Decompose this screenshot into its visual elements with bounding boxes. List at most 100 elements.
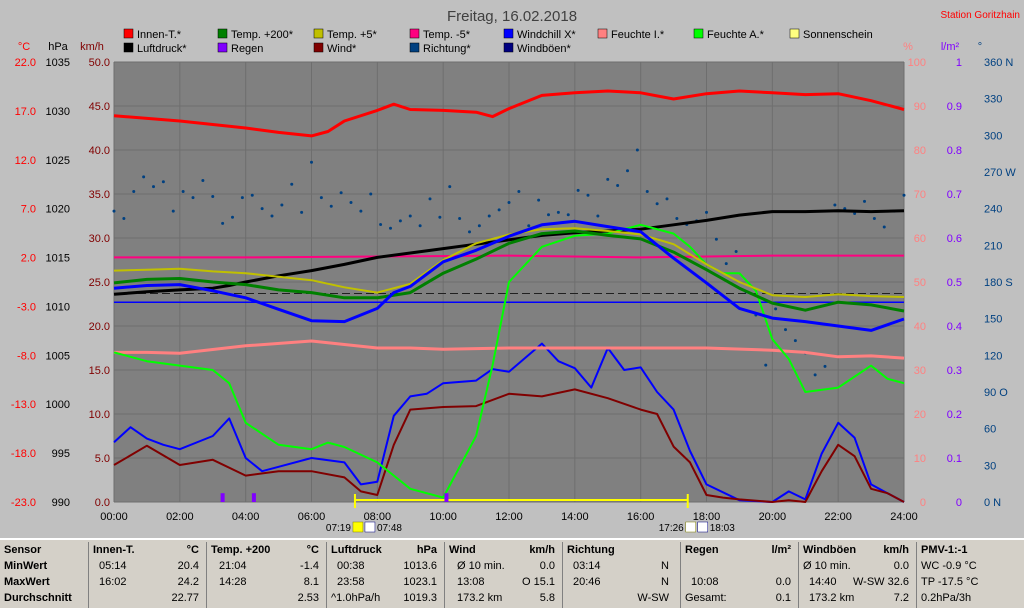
y-tick-label-rain_lm2: 0 (956, 497, 962, 509)
stats-innen-max: 24.2 (177, 576, 199, 588)
series-innen-t (113, 89, 905, 138)
axis-unit-humidity_pct: % (903, 41, 913, 53)
stats-temp200-max: 8.1 (303, 576, 319, 588)
series-richtung (112, 148, 906, 377)
direction-point (774, 307, 778, 311)
direction-point (833, 203, 837, 207)
stats-luft-max: 1023.1 (403, 576, 437, 588)
stats-richtung-min: N (661, 560, 669, 572)
stats-boen-header: Windböen (803, 544, 857, 556)
stats-temp200-header: Temp. +200 (211, 544, 271, 556)
direction-point (349, 201, 353, 205)
direction-point (724, 262, 728, 266)
y-tick-label-pressure_hpa: 1010 (46, 301, 70, 313)
x-tick-label: 16:00 (627, 511, 655, 523)
legend-swatch (217, 28, 228, 39)
y-tick-label-speed_kmh: 35.0 (89, 189, 110, 201)
stats-avg-label: Durchschnitt (4, 592, 72, 604)
direction-point (458, 216, 462, 220)
stats-max-label: MaxWert (4, 576, 50, 588)
stats-regen-max: 0.0 (775, 576, 791, 588)
y-tick-label-temp_c: 22.0 (15, 57, 36, 69)
direction-point (784, 328, 787, 332)
direction-point (329, 204, 333, 208)
legend-label: Windböen* (517, 43, 572, 55)
y-tick-label-direction_deg: 150 (984, 314, 1002, 326)
series-temp-200 (113, 229, 905, 313)
direction-point (211, 194, 215, 198)
y-tick-label-direction_deg: 210 (984, 240, 1002, 252)
y-tick-label-rain_lm2: 0.8 (947, 145, 962, 157)
legend-label: Luftdruck* (137, 43, 187, 55)
stats-col-windboen: Windböen km/h Ø 10 min. 0.0 14:40 W-SW 32.6… (798, 542, 913, 608)
direction-point (764, 363, 768, 367)
stats-richtung-max: N (661, 576, 669, 588)
direction-point (853, 212, 857, 216)
y-tick-label-humidity_pct: 0 (920, 497, 926, 509)
direction-point (221, 221, 225, 225)
y-tick-label-humidity_pct: 90 (914, 101, 926, 113)
direction-point (655, 202, 659, 206)
axis-unit-rain_lm2: l/m² (941, 41, 960, 53)
legend-label: Regen (231, 43, 263, 55)
y-tick-label-speed_kmh: 15.0 (89, 365, 110, 377)
legend-swatch (693, 28, 704, 39)
stats-luft-header: Luftdruck (331, 544, 382, 556)
y-tick-label-temp_c: 7.0 (21, 204, 36, 216)
legend-label: Temp. -5* (423, 29, 471, 41)
legend-swatch (789, 28, 800, 39)
legend-label: Richtung* (423, 43, 471, 55)
direction-point (507, 201, 511, 205)
x-tick-label: 02:00 (166, 511, 194, 523)
direction-point (112, 209, 116, 213)
y-tick-label-humidity_pct: 10 (914, 453, 926, 465)
y-tick-label-temp_c: 2.0 (21, 253, 36, 265)
direction-point (705, 210, 708, 214)
x-tick-label: 14:00 (561, 511, 589, 523)
direction-point (448, 185, 452, 189)
legend-swatch (313, 28, 324, 39)
x-tick-label: 18:00 (693, 511, 721, 523)
stats-regen-max-time: 10:08 (691, 576, 719, 588)
y-tick-label-speed_kmh: 50.0 (89, 57, 110, 69)
y-tick-label-temp_c: -13.0 (11, 399, 36, 411)
direction-point (389, 226, 392, 230)
y-tick-label-pressure_hpa: 1020 (46, 204, 70, 216)
chart-title: Freitag, 16.02.2018 (447, 8, 577, 25)
legend-swatch (313, 42, 324, 53)
axis-unit-speed_kmh: km/h (80, 41, 104, 53)
sun-icon (352, 521, 364, 533)
legend-label: Wind* (327, 43, 357, 55)
stats-table: Sensor MinWert MaxWert Durchschnitt Inne… (0, 538, 1024, 608)
direction-point (152, 185, 155, 189)
stats-regen-header: Regen (685, 544, 719, 556)
y-tick-label-pressure_hpa: 995 (52, 448, 70, 460)
direction-point (902, 193, 906, 197)
direction-point (517, 190, 521, 194)
series-wind (113, 388, 905, 503)
stats-temp200-unit: °C (306, 544, 319, 556)
stats-col-luftdruck: Luftdruck hPa 00:38 1013.6 23:58 1023.1 ^1.… (326, 542, 441, 608)
stats-col-pmv: PMV-1:-1 WC -0.9 °C TP -17.5 °C 0.2hPa/3… (916, 542, 1024, 608)
x-tick-label: 04:00 (232, 511, 260, 523)
series-windchill-x (113, 219, 905, 332)
direction-point (497, 208, 501, 212)
y-tick-label-speed_kmh: 20.0 (89, 321, 110, 333)
axis-unit-pressure_hpa: hPa (48, 41, 68, 53)
y-tick-label-humidity_pct: 20 (914, 409, 926, 421)
moonrise-label: 07:48 (377, 523, 402, 534)
sunrise-label: 07:19 (326, 523, 351, 534)
direction-point (665, 197, 669, 201)
stats-min-label: MinWert (4, 560, 48, 572)
sun-markers: 07:19 07:48 17:26 18:03 (326, 494, 735, 534)
stats-richtung-header: Richtung (567, 544, 615, 556)
moon-icon (364, 521, 376, 533)
stats-temp200-min: -1.4 (300, 560, 319, 572)
sunset-label: 17:26 (659, 523, 684, 534)
stats-innen-max-time: 16:02 (99, 576, 127, 588)
stats-regen-total-label: Gesamt: (685, 592, 727, 604)
moon-set-icon (697, 521, 708, 533)
direction-point (438, 215, 442, 219)
y-tick-label-humidity_pct: 100 (908, 57, 926, 69)
y-tick-label-temp_c: -23.0 (11, 497, 36, 509)
